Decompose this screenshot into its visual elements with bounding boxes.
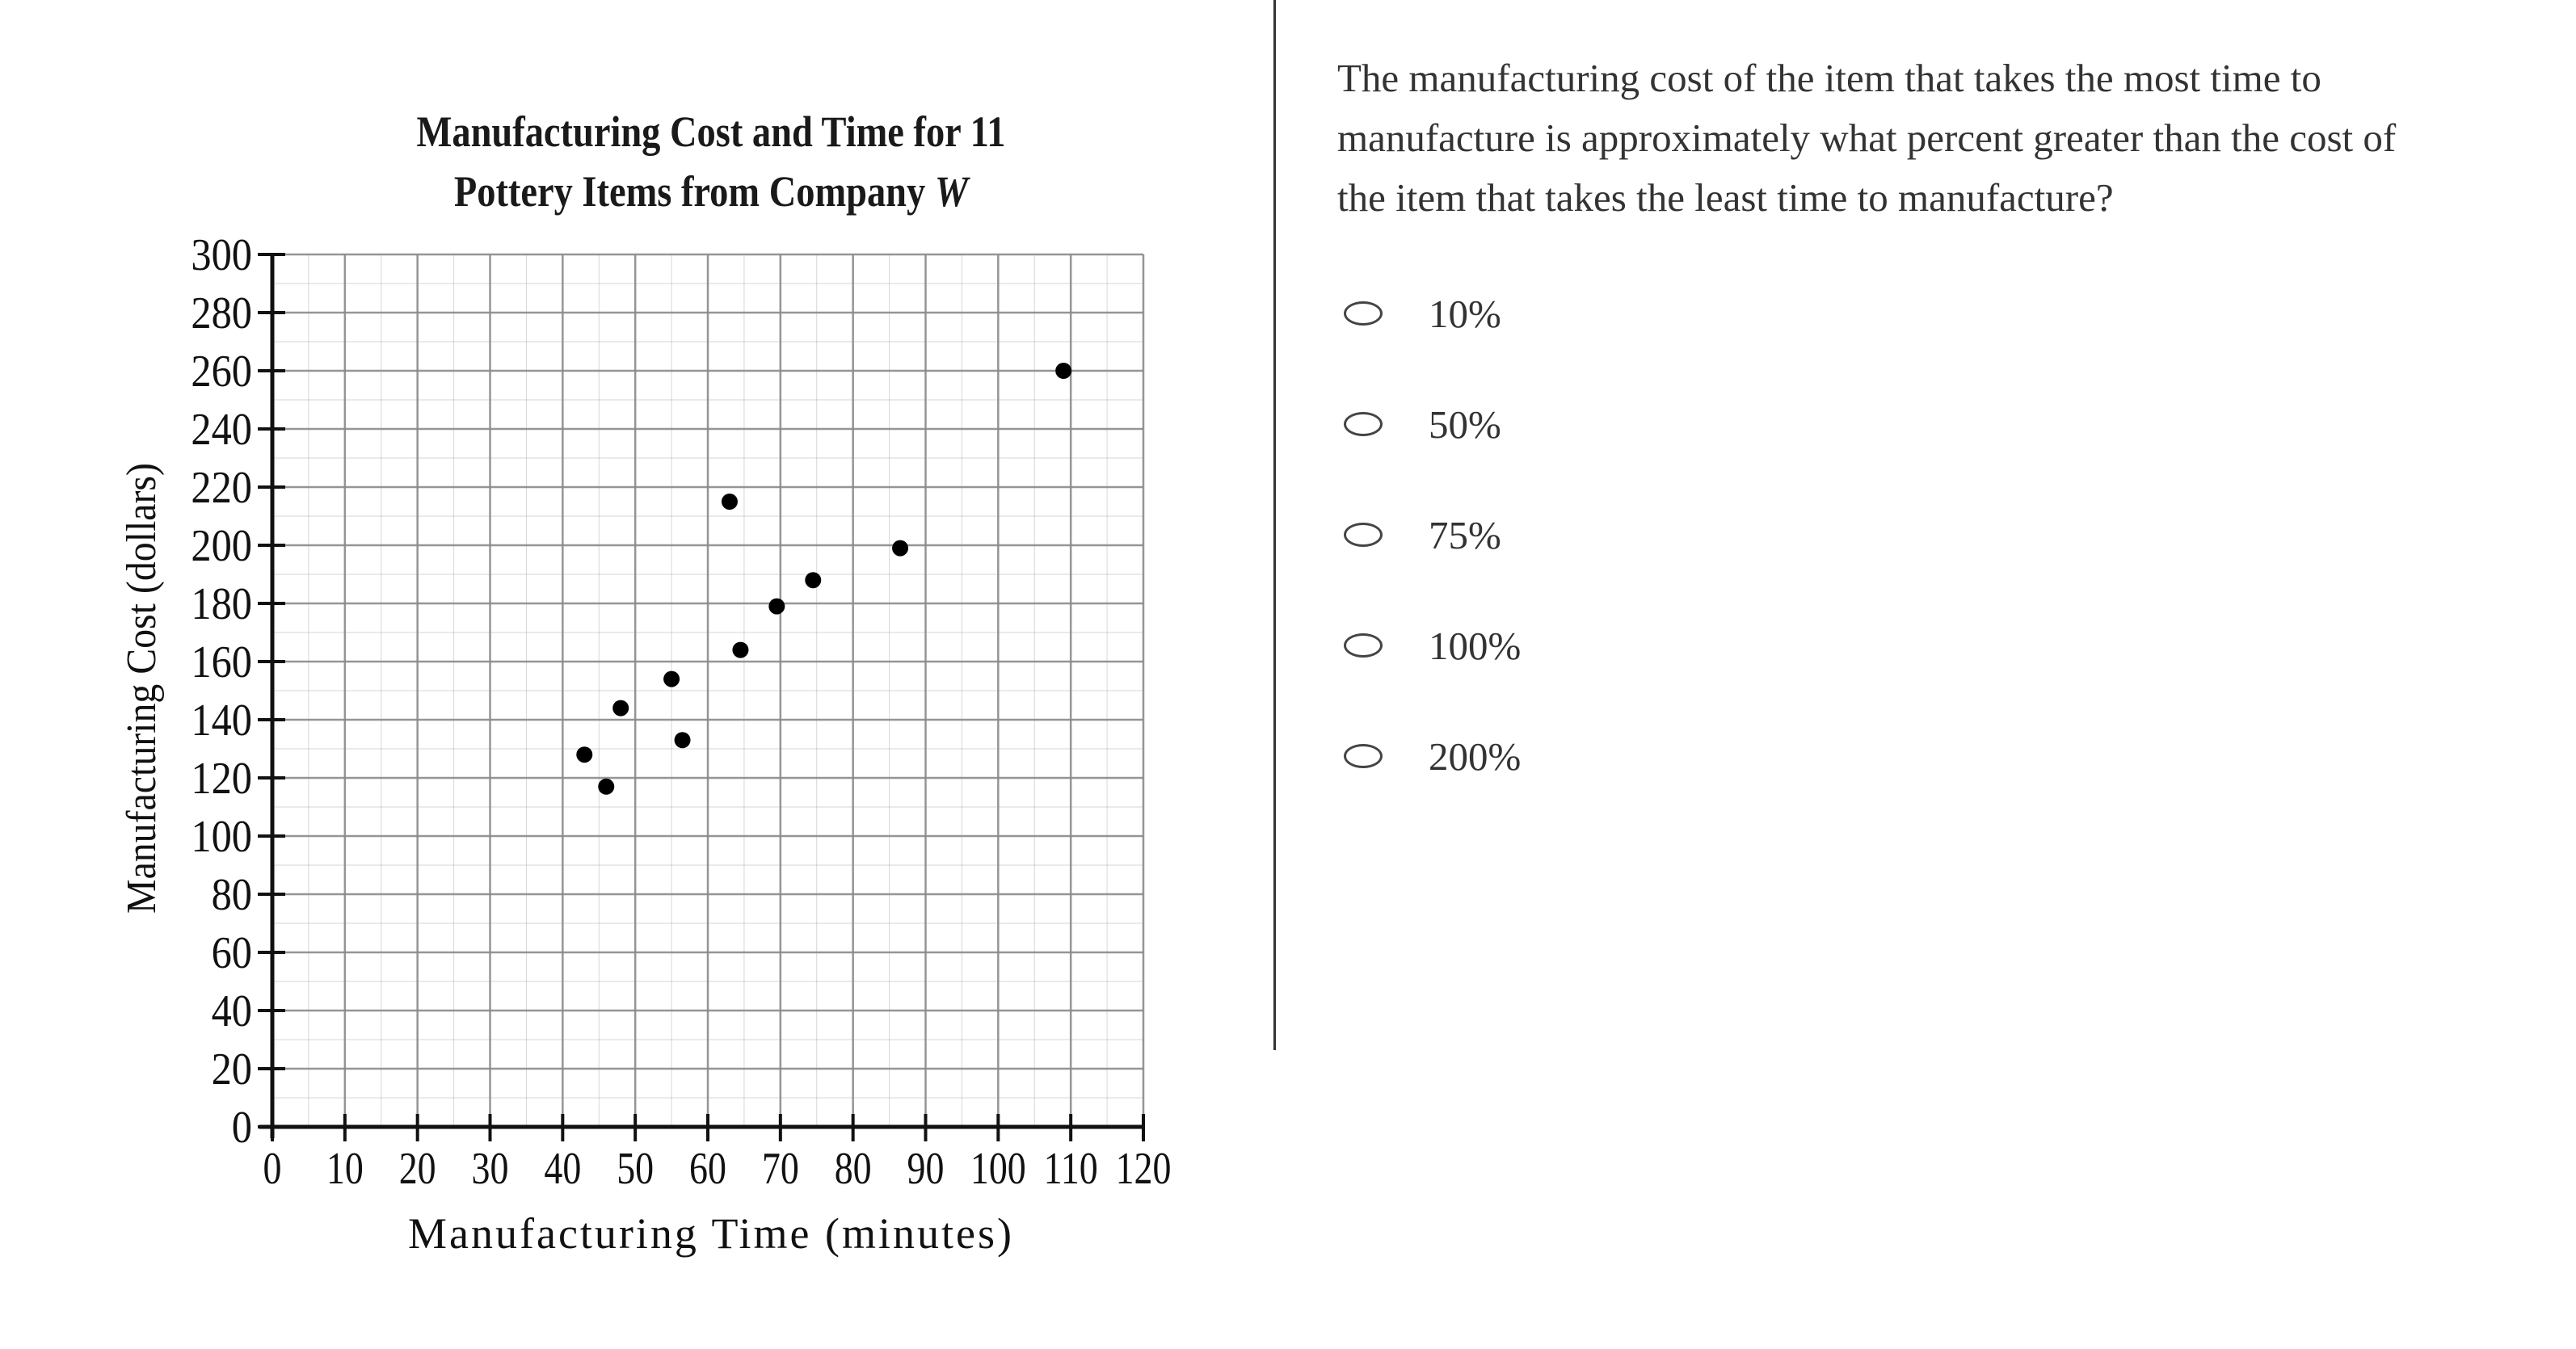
- data-points: [576, 363, 1072, 795]
- x-tick-label: 60: [689, 1144, 726, 1194]
- chart-title: Manufacturing Cost and Time for 11 Potte…: [308, 102, 1114, 221]
- data-point: [721, 494, 738, 510]
- y-tick-label: 120: [191, 754, 252, 804]
- y-tick-label: 20: [212, 1044, 252, 1095]
- panel-divider: [1273, 0, 1276, 1050]
- question-line-2: manufacture is approximately what percen…: [1337, 116, 2397, 160]
- data-point: [674, 732, 691, 749]
- y-tick-label: 180: [191, 579, 252, 629]
- x-tick-label: 120: [1116, 1144, 1172, 1194]
- y-tick-label: 80: [212, 870, 252, 920]
- y-tick-label: 240: [191, 405, 252, 455]
- radio-button-icon[interactable]: [1344, 744, 1383, 768]
- y-tick-label: 40: [212, 986, 252, 1036]
- x-tick-label: 30: [472, 1144, 509, 1194]
- x-tick-label: 50: [617, 1144, 654, 1194]
- x-tick-label: 80: [835, 1144, 872, 1194]
- y-tick-label: 280: [191, 288, 252, 338]
- chart-title-line-2: Pottery Items from Company W: [453, 167, 969, 216]
- y-tick-label: 200: [191, 521, 252, 571]
- option-10-percent[interactable]: 10%: [1341, 285, 1665, 342]
- y-axis-label: Manufacturing Cost (dollars): [117, 463, 164, 914]
- option-label: 10%: [1429, 291, 1501, 336]
- y-tick-label: 160: [191, 637, 252, 687]
- x-axis-ticks: 0 10 20 30 40 50 60 70 80 90 100 110 120: [263, 1114, 1172, 1194]
- data-point: [805, 572, 822, 589]
- data-point: [732, 641, 749, 658]
- data-point: [576, 746, 593, 763]
- x-axis-label: Manufacturing Time (minutes): [408, 1209, 1014, 1258]
- option-100-percent[interactable]: 100%: [1341, 617, 1665, 674]
- x-tick-label: 100: [970, 1144, 1026, 1194]
- data-point: [598, 778, 615, 795]
- question-line-3: the item that takes the least time to ma…: [1337, 175, 2114, 220]
- y-tick-label: 260: [191, 347, 252, 397]
- option-75-percent[interactable]: 75%: [1341, 506, 1665, 563]
- x-tick-label: 110: [1044, 1144, 1098, 1194]
- x-tick-label: 0: [263, 1144, 282, 1194]
- question-line-1: The manufacturing cost of the item that …: [1337, 56, 2321, 100]
- option-label: 50%: [1429, 401, 1501, 447]
- question-text: The manufacturing cost of the item that …: [1337, 48, 2549, 228]
- x-tick-label: 10: [326, 1144, 364, 1194]
- radio-button-icon[interactable]: [1344, 523, 1383, 547]
- option-50-percent[interactable]: 50%: [1341, 396, 1665, 452]
- option-label: 75%: [1429, 512, 1501, 557]
- plot-axes: [259, 254, 1143, 1138]
- data-point: [663, 670, 680, 687]
- chart-title-line-1: Manufacturing Cost and Time for 11: [416, 107, 1006, 156]
- x-tick-label: 40: [544, 1144, 581, 1194]
- radio-button-icon[interactable]: [1344, 412, 1383, 436]
- data-point: [612, 700, 629, 717]
- x-tick-label: 70: [762, 1144, 799, 1194]
- scatter-plot: 0204060801001201401601802002202402602803…: [117, 230, 1172, 1258]
- y-tick-label: 60: [212, 928, 252, 978]
- radio-button-icon[interactable]: [1344, 633, 1383, 658]
- x-tick-label: 20: [399, 1144, 436, 1194]
- radio-button-icon[interactable]: [1344, 301, 1383, 326]
- question-panel: The manufacturing cost of the item that …: [1337, 48, 2549, 228]
- data-point: [1055, 363, 1072, 379]
- data-point: [768, 598, 785, 615]
- option-200-percent[interactable]: 200%: [1341, 728, 1665, 784]
- y-tick-label: 100: [191, 812, 252, 862]
- option-label: 200%: [1429, 733, 1522, 779]
- y-tick-label: 220: [191, 463, 252, 513]
- x-tick-label: 90: [907, 1144, 945, 1194]
- plot-grid: [271, 253, 1145, 1128]
- data-point: [892, 540, 909, 557]
- y-axis-ticks: 0 20 40 60 80 100 120 140 160 180 200 220 240 260 280 3…: [191, 230, 285, 1153]
- y-tick-label: 140: [191, 696, 252, 746]
- option-label: 100%: [1429, 623, 1522, 668]
- company-letter: W: [934, 167, 969, 216]
- y-tick-label: 300: [191, 230, 252, 280]
- y-tick-label: 0: [232, 1103, 252, 1153]
- chart-panel: Manufacturing Cost and Time for 11 Potte…: [0, 0, 1273, 1349]
